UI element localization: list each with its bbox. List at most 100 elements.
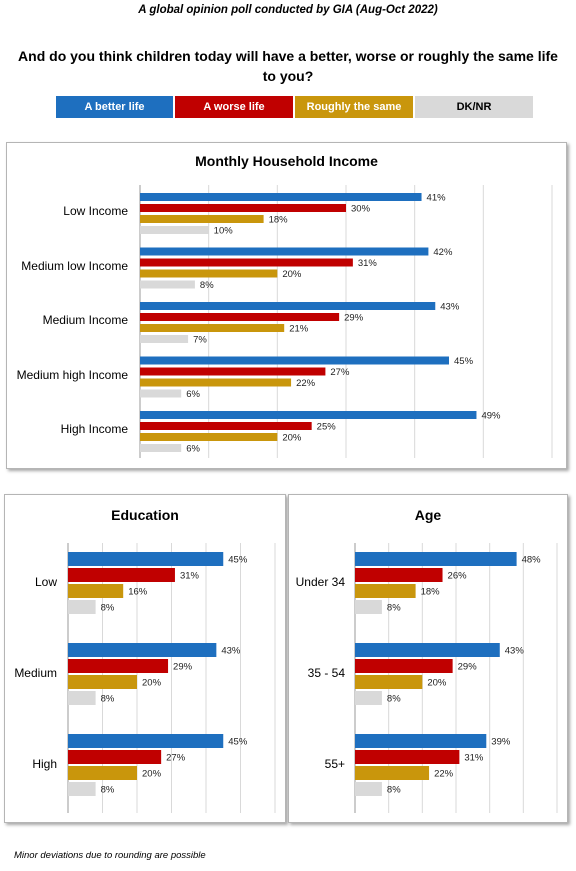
education-chart-panel: Education Low Medium High 45% 31% 16% 8% 43%… xyxy=(4,494,286,823)
data-label: 30% xyxy=(351,204,371,215)
data-label: 22% xyxy=(296,378,316,389)
bar-roughly-same xyxy=(140,215,264,223)
data-label: 45% xyxy=(228,737,248,748)
data-label: 8% xyxy=(101,694,115,705)
data-label: 41% xyxy=(427,193,447,204)
age-chart-panel: Age Under 34 35 - 54 55+ 48% 26% 18% 8% 43% 2… xyxy=(288,494,568,823)
rounding-footnote: Minor deviations due to rounding are pos… xyxy=(14,850,206,861)
data-label: 20% xyxy=(142,678,162,689)
education-category-label: High xyxy=(32,757,57,771)
bar-roughly-same xyxy=(68,766,137,780)
data-label: 25% xyxy=(317,422,337,433)
data-label: 39% xyxy=(491,737,511,748)
income-category-label: High Income xyxy=(60,422,128,436)
data-label: 18% xyxy=(269,215,289,226)
bar-better-life xyxy=(68,734,224,748)
bar-better-life xyxy=(355,734,487,748)
age-chart-title: Age xyxy=(414,507,442,523)
bar-roughly-same xyxy=(140,378,292,387)
bar-dk-nr xyxy=(355,600,382,614)
data-label: 29% xyxy=(173,662,193,673)
data-label: 16% xyxy=(128,587,148,598)
bar-worse-life xyxy=(140,258,353,267)
data-label: 45% xyxy=(454,356,474,367)
bar-better-life xyxy=(355,643,500,657)
bar-dk-nr xyxy=(68,782,96,796)
bar-dk-nr xyxy=(140,335,189,343)
bar-better-life xyxy=(140,356,449,365)
data-label: 20% xyxy=(142,769,162,780)
legend-worse-life: A worse life xyxy=(175,96,293,118)
bar-worse-life xyxy=(140,422,312,430)
bar-better-life xyxy=(140,302,436,310)
data-label: 27% xyxy=(330,367,350,378)
bar-better-life xyxy=(140,193,422,201)
income-category-label: Medium high Income xyxy=(16,368,128,382)
bar-roughly-same xyxy=(355,675,423,689)
data-label: 29% xyxy=(458,662,478,673)
bar-worse-life xyxy=(140,204,346,212)
income-chart-panel: Monthly Household Income Low Income Medi… xyxy=(6,142,567,469)
bar-dk-nr xyxy=(140,226,209,234)
bar-worse-life xyxy=(355,750,460,764)
data-label: 45% xyxy=(228,555,248,566)
age-category-label: 55+ xyxy=(324,757,345,771)
education-category-label: Low xyxy=(34,575,57,589)
bar-roughly-same xyxy=(355,766,430,780)
data-label: 31% xyxy=(464,753,484,764)
bar-dk-nr xyxy=(68,600,96,614)
bar-roughly-same xyxy=(140,433,278,441)
bar-roughly-same xyxy=(68,584,124,598)
data-label: 20% xyxy=(282,269,302,280)
bar-roughly-same xyxy=(355,584,416,598)
bar-dk-nr xyxy=(140,444,182,452)
data-label: 43% xyxy=(440,302,460,313)
income-category-label: Medium low Income xyxy=(21,259,128,273)
data-label: 8% xyxy=(101,603,115,614)
data-label: 42% xyxy=(433,247,453,258)
bar-worse-life xyxy=(140,313,340,321)
bar-better-life xyxy=(355,552,517,566)
bar-dk-nr xyxy=(355,782,382,796)
education-category-label: Medium xyxy=(14,666,57,680)
bar-worse-life xyxy=(140,367,326,376)
data-label: 49% xyxy=(481,411,501,422)
data-label: 6% xyxy=(186,389,200,400)
income-category-label: Medium Income xyxy=(42,313,128,327)
income-bar-chart: 41% 30% 18% 10% 42% 31% 20% 8% 43% 29% 21% 7% 45% 27%… xyxy=(139,185,553,458)
bar-worse-life xyxy=(68,568,175,582)
data-label: 7% xyxy=(193,335,207,346)
data-label: 8% xyxy=(387,785,401,796)
data-label: 27% xyxy=(166,753,186,764)
bar-dk-nr xyxy=(355,691,382,705)
bar-worse-life xyxy=(355,568,443,582)
data-label: 10% xyxy=(214,226,234,237)
income-chart-title: Monthly Household Income xyxy=(195,153,378,169)
bar-better-life xyxy=(68,552,224,566)
data-label: 18% xyxy=(421,587,441,598)
bar-dk-nr xyxy=(68,691,96,705)
data-label: 21% xyxy=(289,324,309,335)
data-label: 6% xyxy=(186,444,200,455)
data-label: 29% xyxy=(344,313,364,324)
data-label: 43% xyxy=(505,646,525,657)
bar-roughly-same xyxy=(140,324,285,332)
data-label: 43% xyxy=(221,646,241,657)
data-label: 22% xyxy=(434,769,454,780)
legend-roughly-same: Roughly the same xyxy=(295,96,413,118)
bar-roughly-same xyxy=(68,675,137,689)
data-label: 8% xyxy=(200,280,214,291)
data-label: 31% xyxy=(358,258,378,269)
data-label: 8% xyxy=(387,694,401,705)
legend-better-life: A better life xyxy=(56,96,173,118)
income-category-label: Low Income xyxy=(63,204,128,218)
age-category-label: Under 34 xyxy=(295,575,345,589)
education-bar-chart: 45% 31% 16% 8% 43% 29% 20% 8% 45% 27% 20% 8% xyxy=(67,543,276,813)
age-category-label: 35 - 54 xyxy=(307,666,345,680)
bar-better-life xyxy=(140,411,477,419)
bar-worse-life xyxy=(355,659,453,673)
legend-dk-nr: DK/NR xyxy=(415,96,533,118)
age-bar-chart: 48% 26% 18% 8% 43% 29% 20% 8% 39% 31% 22% 8% xyxy=(354,543,558,813)
survey-question: And do you think children today will hav… xyxy=(18,48,558,84)
bar-worse-life xyxy=(68,750,162,764)
